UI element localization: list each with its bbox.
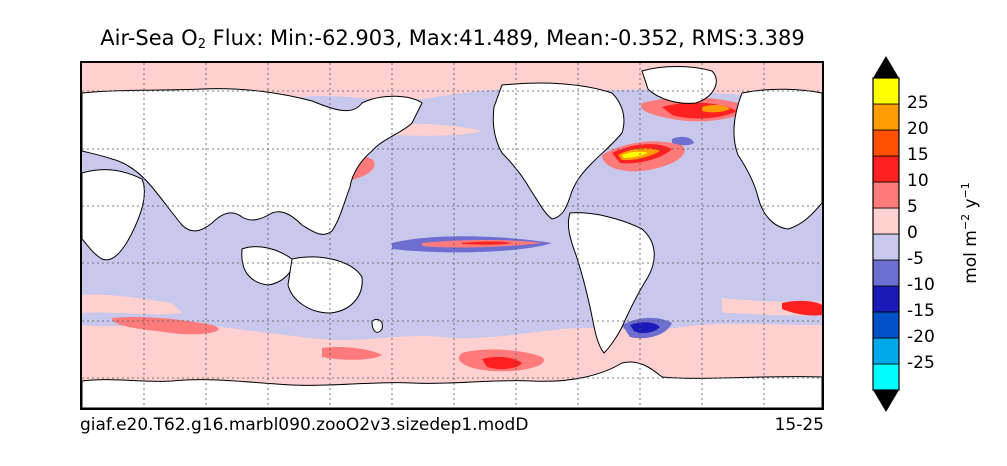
title-suffix: Flux: Min:-62.903, Max:41.489, Mean:-0.3… <box>205 26 805 50</box>
southern-uptake-band <box>82 311 822 340</box>
gulf-stream-yellow <box>622 151 648 158</box>
colorbar-segment <box>872 363 900 391</box>
subpolar-gyre-orange <box>702 104 730 113</box>
colorbar-tick-label: -20 <box>907 327 935 347</box>
flux-map <box>82 63 822 408</box>
new-zealand <box>371 318 383 333</box>
colorbar-tick-label: 20 <box>907 119 929 139</box>
colorbar-segment <box>872 103 900 131</box>
eurasia <box>82 88 423 235</box>
colorbar-segment <box>872 259 900 287</box>
equatorial-core <box>462 241 512 245</box>
greenland <box>641 66 717 104</box>
years-caption: 15-25 <box>774 415 824 435</box>
units-base2: y <box>960 198 981 214</box>
units-exp1: −2 <box>959 213 973 231</box>
colorbar-over-arrow <box>873 56 899 78</box>
south-pacific-red-patch-2 <box>322 346 382 360</box>
colorbar-segment <box>872 129 900 157</box>
colorbar-tick-label: -25 <box>907 353 935 373</box>
colorbar-tick-label: 25 <box>907 93 929 113</box>
colorbar-units: mol m−2 y−1 <box>940 158 1000 308</box>
south-atlantic-red <box>782 300 822 316</box>
map-panel <box>80 61 824 410</box>
colorbar-segment <box>872 285 900 313</box>
south-america <box>567 212 655 354</box>
colorbar-tick-label: 0 <box>907 223 918 243</box>
colorbar-tick-label: -15 <box>907 301 935 321</box>
colorbar-segment <box>872 233 900 261</box>
north-atlantic-uptake <box>672 136 694 146</box>
australia <box>287 256 363 314</box>
colorbar-tick-label: 5 <box>907 197 918 217</box>
colorbar <box>872 56 900 412</box>
colorbar-segment <box>872 207 900 235</box>
colorbar-segment <box>872 181 900 209</box>
run-name-caption: giaf.e20.T62.g16.marbl090.zooO2v3.sizede… <box>80 415 529 435</box>
colorbar-under-arrow <box>873 390 899 412</box>
colorbar-tick-label: 10 <box>907 171 929 191</box>
south-pacific-core <box>482 356 522 370</box>
plot-title: Air-Sea O2 Flux: Min:-62.903, Max:41.489… <box>0 26 905 52</box>
title-subscript: 2 <box>197 37 206 52</box>
units-exp2: −1 <box>959 182 973 199</box>
colorbar-segment <box>872 77 900 105</box>
colorbar-outline <box>872 77 900 391</box>
africa-east-edge <box>82 169 145 261</box>
antarctica <box>82 361 822 408</box>
graticule <box>82 63 822 408</box>
colorbar-tick-label: -10 <box>907 275 935 295</box>
title-prefix: Air-Sea O <box>100 26 198 50</box>
argentine-strong-uptake <box>630 322 660 334</box>
south-indian-pink-1 <box>82 294 182 315</box>
north-america <box>492 82 625 220</box>
colorbar-segment <box>872 155 900 183</box>
units-base1: mol m <box>960 230 981 284</box>
colorbar-segment <box>872 337 900 365</box>
colorbar-segment <box>872 311 900 339</box>
colorbar-tick-label: -5 <box>907 249 924 269</box>
colorbar-tick-label: 15 <box>907 145 929 165</box>
